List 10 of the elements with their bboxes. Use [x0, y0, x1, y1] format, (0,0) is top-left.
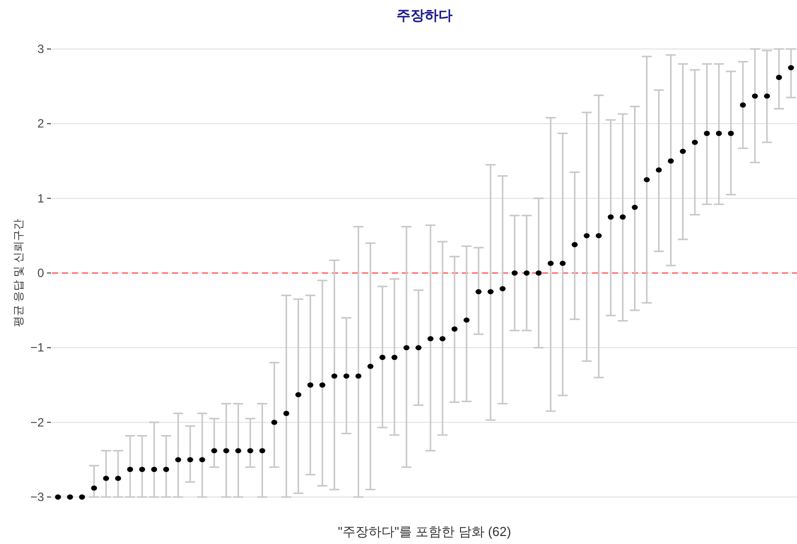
y-tick-label: −2 — [30, 415, 44, 430]
y-tick-label: 3 — [37, 42, 44, 56]
y-tick-label: −3 — [30, 490, 44, 504]
x-axis-title: "주장하다"를 포함한 담화 (62) — [338, 524, 512, 539]
y-tick-label: 2 — [37, 116, 44, 131]
y-tick-label: 0 — [37, 266, 44, 280]
chart-title: 주장하다 — [396, 7, 452, 23]
y-axis-title: 평균 응답 및 신뢰구간 — [13, 218, 25, 328]
y-tick-label: 1 — [37, 191, 44, 206]
y-tick-label: −1 — [30, 340, 44, 355]
